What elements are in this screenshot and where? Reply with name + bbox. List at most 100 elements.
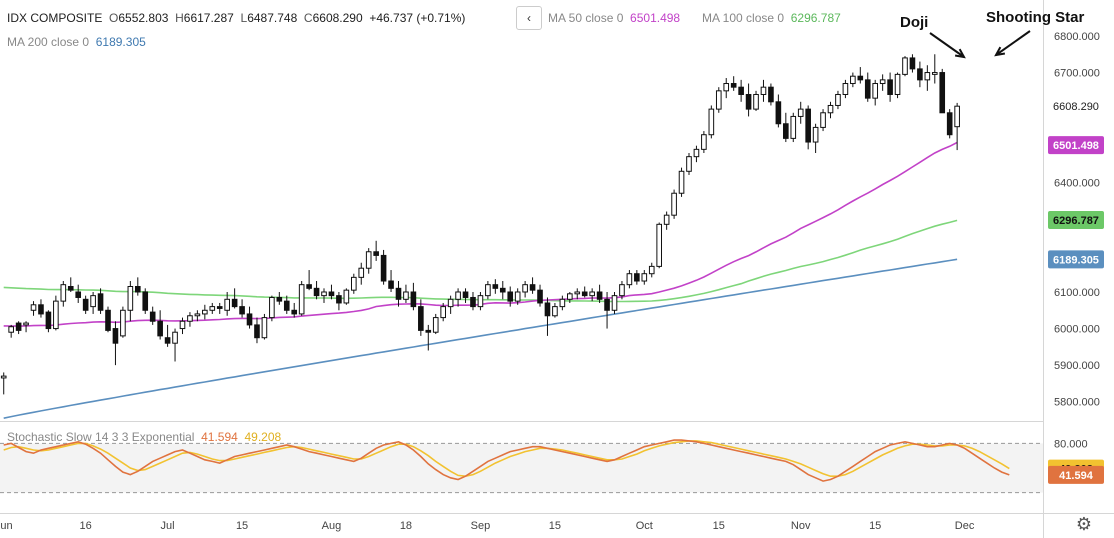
candle[interactable] bbox=[946, 109, 953, 139]
candle[interactable] bbox=[492, 279, 499, 294]
candle[interactable] bbox=[827, 101, 834, 119]
candle[interactable] bbox=[917, 61, 923, 88]
candle[interactable] bbox=[202, 304, 208, 320]
candle[interactable] bbox=[67, 277, 74, 292]
candle[interactable] bbox=[745, 83, 752, 117]
gear-icon[interactable]: ⚙ bbox=[1075, 514, 1092, 534]
candle[interactable] bbox=[507, 286, 514, 307]
candle[interactable] bbox=[842, 79, 849, 99]
candle[interactable] bbox=[380, 249, 387, 285]
candle[interactable] bbox=[82, 295, 89, 314]
candle[interactable] bbox=[425, 324, 432, 351]
candle[interactable] bbox=[343, 288, 350, 305]
candle[interactable] bbox=[738, 79, 744, 102]
candle[interactable] bbox=[38, 299, 44, 318]
candle[interactable] bbox=[678, 167, 685, 197]
candle[interactable] bbox=[291, 302, 298, 318]
candle[interactable] bbox=[350, 273, 357, 294]
candle[interactable] bbox=[15, 321, 22, 335]
candle[interactable] bbox=[440, 302, 446, 322]
candle[interactable] bbox=[656, 222, 663, 269]
candle[interactable] bbox=[715, 87, 722, 113]
candle[interactable] bbox=[365, 248, 372, 274]
candle[interactable] bbox=[485, 281, 491, 300]
candle[interactable] bbox=[321, 288, 327, 303]
candle[interactable] bbox=[328, 284, 335, 300]
candle[interactable] bbox=[686, 153, 692, 175]
candle[interactable] bbox=[157, 310, 163, 340]
candle[interactable] bbox=[336, 291, 342, 311]
candle[interactable] bbox=[194, 310, 201, 322]
candle[interactable] bbox=[75, 284, 82, 303]
candle[interactable] bbox=[283, 295, 290, 314]
candle[interactable] bbox=[723, 78, 730, 99]
candle[interactable] bbox=[306, 270, 312, 291]
candle[interactable] bbox=[537, 284, 543, 307]
candle[interactable] bbox=[23, 321, 29, 333]
candle[interactable] bbox=[60, 281, 67, 307]
candle[interactable] bbox=[894, 72, 901, 99]
candle[interactable] bbox=[418, 299, 424, 336]
candle[interactable] bbox=[619, 281, 625, 300]
candle[interactable] bbox=[239, 299, 245, 318]
candle[interactable] bbox=[313, 281, 320, 300]
candle[interactable] bbox=[693, 145, 700, 163]
candle[interactable] bbox=[269, 295, 275, 322]
candle[interactable] bbox=[470, 291, 476, 311]
candle[interactable] bbox=[604, 291, 610, 329]
candle[interactable] bbox=[857, 67, 864, 84]
ma50-legend[interactable]: MA 50 close 0 6501.498 bbox=[548, 11, 681, 25]
candle[interactable] bbox=[224, 291, 230, 316]
candle[interactable] bbox=[931, 54, 938, 84]
candle[interactable] bbox=[499, 281, 506, 300]
candle[interactable] bbox=[187, 312, 193, 327]
candle[interactable] bbox=[589, 288, 595, 302]
candle[interactable] bbox=[447, 295, 454, 314]
candle[interactable] bbox=[909, 54, 916, 73]
candle[interactable] bbox=[209, 302, 216, 314]
candle[interactable] bbox=[864, 72, 871, 102]
candle[interactable] bbox=[373, 240, 379, 261]
candle[interactable] bbox=[596, 284, 603, 303]
candle[interactable] bbox=[477, 291, 484, 311]
candle[interactable] bbox=[626, 270, 633, 289]
candle[interactable] bbox=[462, 288, 469, 303]
candle[interactable] bbox=[432, 313, 439, 335]
candle[interactable] bbox=[872, 79, 879, 106]
candle[interactable] bbox=[90, 291, 96, 314]
candle[interactable] bbox=[246, 306, 253, 329]
candle[interactable] bbox=[701, 131, 707, 154]
candle[interactable] bbox=[105, 306, 111, 333]
candle[interactable] bbox=[611, 291, 618, 314]
symbol-name[interactable]: IDX COMPOSITE bbox=[7, 11, 103, 25]
candle[interactable] bbox=[53, 295, 59, 331]
candle[interactable] bbox=[254, 317, 260, 344]
candle[interactable] bbox=[142, 288, 149, 314]
candle[interactable] bbox=[768, 83, 774, 106]
candle[interactable] bbox=[924, 65, 931, 91]
candle[interactable] bbox=[231, 288, 238, 309]
candle[interactable] bbox=[552, 302, 558, 318]
candle[interactable] bbox=[179, 317, 186, 335]
candle[interactable] bbox=[760, 79, 767, 102]
candle[interactable] bbox=[805, 105, 811, 150]
candle[interactable] bbox=[45, 310, 52, 333]
candle[interactable] bbox=[648, 262, 655, 278]
candle[interactable] bbox=[164, 324, 171, 347]
candle[interactable] bbox=[671, 189, 677, 219]
candle[interactable] bbox=[708, 105, 715, 139]
candle[interactable] bbox=[902, 56, 908, 77]
candle[interactable] bbox=[879, 74, 886, 91]
candle[interactable] bbox=[120, 306, 126, 338]
candle[interactable] bbox=[544, 297, 551, 336]
candle[interactable] bbox=[939, 68, 946, 114]
candle[interactable] bbox=[574, 288, 581, 300]
candle[interactable] bbox=[634, 270, 640, 285]
candle[interactable] bbox=[790, 112, 797, 143]
candle[interactable] bbox=[559, 295, 566, 311]
candle[interactable] bbox=[410, 282, 417, 311]
candle[interactable] bbox=[8, 324, 14, 338]
candle[interactable] bbox=[149, 306, 156, 325]
candle[interactable] bbox=[127, 281, 134, 322]
candle[interactable] bbox=[850, 72, 856, 88]
